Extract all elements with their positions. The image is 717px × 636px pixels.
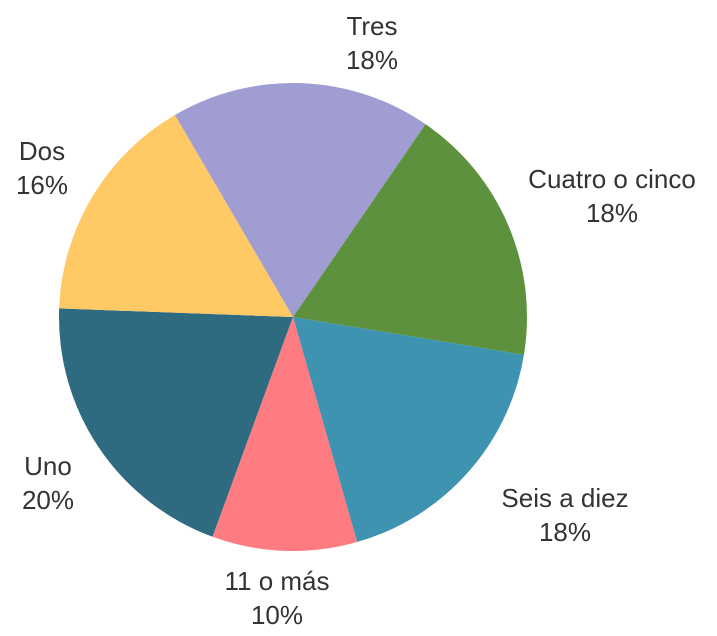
pie-slice (293, 124, 528, 355)
slice-label: Uno (24, 451, 72, 481)
pie-slice (59, 114, 294, 317)
slice-label: Dos (19, 136, 65, 166)
pie-slice (58, 308, 293, 537)
slice-label: Tres (346, 11, 397, 41)
slice-value-label: 20% (22, 485, 74, 515)
slice-value-label: 10% (251, 600, 303, 630)
slice-label: 11 o más (224, 566, 329, 596)
pie-slice (293, 317, 524, 543)
slice-value-label: 18% (539, 517, 591, 547)
slice-label: Seis a diez (501, 483, 628, 513)
slice-value-label: 16% (16, 170, 68, 200)
slice-value-label: 18% (586, 198, 638, 228)
slice-label: Cuatro o cinco (528, 164, 696, 194)
pie-slice (174, 82, 426, 317)
pie-slice (212, 317, 358, 551)
slice-value-label: 18% (346, 45, 398, 75)
